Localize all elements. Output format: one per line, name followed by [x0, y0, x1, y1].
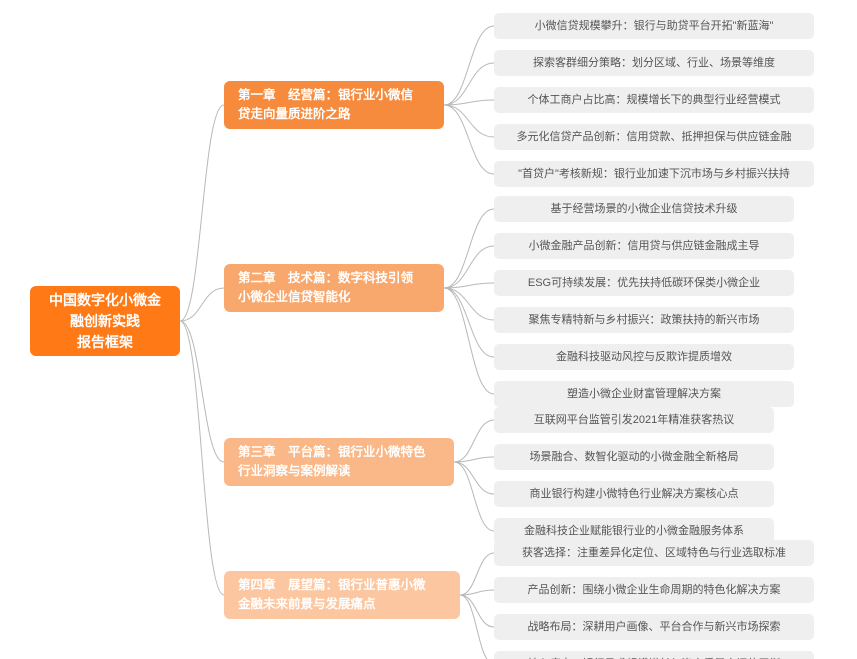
leaf-node: ESG可持续发展：优先扶持低碳环保类小微企业: [494, 270, 794, 296]
leaf-node: 互联网平台监管引发2021年精准获客热议: [494, 407, 774, 433]
chapter-node: 第二章 技术篇：数字科技引领小微企业信贷智能化: [224, 264, 444, 312]
chapter-node: 第三章 平台篇：银行业小微特色行业洞察与案例解读: [224, 438, 454, 486]
leaf-label: 场景融合、数智化驱动的小微金融全新格局: [530, 452, 739, 463]
leaf-node: 获客选择：注重差异化定位、区域特色与行业选取标准: [494, 540, 814, 566]
leaf-label: 小微信贷规模攀升：银行与助贷平台开拓"新蓝海": [535, 21, 774, 32]
leaf-node: "首贷户"考核新规：银行业加速下沉市场与乡村振兴扶持: [494, 161, 814, 187]
leaf-label: 基于经营场景的小微企业信贷技术升级: [551, 204, 738, 215]
leaf-label: 产品创新：围绕小微企业生命周期的特色化解决方案: [528, 585, 781, 596]
leaf-node: 金融科技驱动风控与反欺诈提质增效: [494, 344, 794, 370]
leaf-node: 基于经营场景的小微企业信贷技术升级: [494, 196, 794, 222]
leaf-node: 塑造小微企业财富管理解决方案: [494, 381, 794, 407]
leaf-node: 探索客群细分策略：划分区域、行业、场景等维度: [494, 50, 814, 76]
leaf-node: 小微金融产品创新：信用贷与供应链金融成主导: [494, 233, 794, 259]
leaf-label: 互联网平台监管引发2021年精准获客热议: [534, 415, 734, 426]
leaf-label: 聚焦专精特新与乡村振兴：政策扶持的新兴市场: [529, 315, 760, 326]
leaf-node: 核心痛点：银行寻求规模增长与资产质量之间的平衡: [494, 651, 814, 659]
leaf-label: 战略布局：深耕用户画像、平台合作与新兴市场探索: [528, 622, 781, 633]
leaf-label: 金融科技企业赋能银行业的小微金融服务体系: [524, 526, 744, 537]
chapter-node: 第四章 展望篇：银行业普惠小微金融未来前景与发展痛点: [224, 571, 460, 619]
leaf-label: 探索客群细分策略：划分区域、行业、场景等维度: [533, 58, 775, 69]
leaf-node: 商业银行构建小微特色行业解决方案核心点: [494, 481, 774, 507]
leaf-label: 个体工商户占比高：规模增长下的典型行业经营模式: [528, 95, 781, 106]
leaf-label: 获客选择：注重差异化定位、区域特色与行业选取标准: [522, 548, 786, 559]
leaf-node: 个体工商户占比高：规模增长下的典型行业经营模式: [494, 87, 814, 113]
leaf-label: "首贷户"考核新规：银行业加速下沉市场与乡村振兴扶持: [518, 169, 790, 180]
leaf-node: 多元化信贷产品创新：信用贷款、抵押担保与供应链金融: [494, 124, 814, 150]
leaf-node: 战略布局：深耕用户画像、平台合作与新兴市场探索: [494, 614, 814, 640]
root-node: 中国数字化小微金融创新实践报告框架: [30, 286, 180, 356]
chapter-node: 第一章 经营篇：银行业小微信贷走向量质进阶之路: [224, 81, 444, 129]
leaf-label: 小微金融产品创新：信用贷与供应链金融成主导: [529, 241, 760, 252]
leaf-node: 小微信贷规模攀升：银行与助贷平台开拓"新蓝海": [494, 13, 814, 39]
leaf-label: ESG可持续发展：优先扶持低碳环保类小微企业: [528, 278, 760, 289]
chapter-label: 第三章 平台篇：银行业小微特色行业洞察与案例解读: [238, 443, 426, 481]
leaf-node: 聚焦专精特新与乡村振兴：政策扶持的新兴市场: [494, 307, 794, 333]
mindmap-canvas: 中国数字化小微金融创新实践报告框架 第一章 经营篇：银行业小微信贷走向量质进阶之路…: [0, 0, 857, 659]
leaf-label: 商业银行构建小微特色行业解决方案核心点: [530, 489, 739, 500]
chapter-label: 第一章 经营篇：银行业小微信贷走向量质进阶之路: [238, 86, 413, 124]
chapter-label: 第四章 展望篇：银行业普惠小微金融未来前景与发展痛点: [238, 576, 426, 614]
leaf-label: 塑造小微企业财富管理解决方案: [567, 389, 721, 400]
chapter-label: 第二章 技术篇：数字科技引领小微企业信贷智能化: [238, 269, 413, 307]
leaf-node: 场景融合、数智化驱动的小微金融全新格局: [494, 444, 774, 470]
leaf-label: 多元化信贷产品创新：信用贷款、抵押担保与供应链金融: [517, 132, 792, 143]
leaf-node: 产品创新：围绕小微企业生命周期的特色化解决方案: [494, 577, 814, 603]
root-label: 中国数字化小微金融创新实践报告框架: [49, 290, 161, 353]
leaf-label: 金融科技驱动风控与反欺诈提质增效: [556, 352, 732, 363]
